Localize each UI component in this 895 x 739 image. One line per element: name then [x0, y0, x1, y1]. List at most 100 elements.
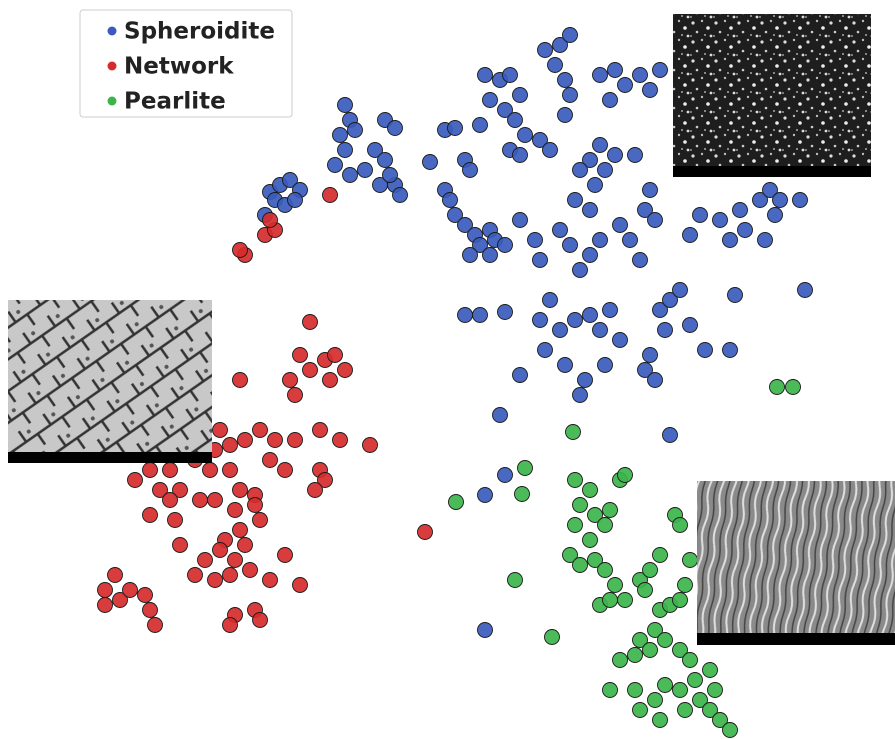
point [278, 548, 293, 563]
point [583, 308, 598, 323]
point [378, 153, 393, 168]
point [548, 58, 563, 73]
point [573, 388, 588, 403]
point [648, 213, 663, 228]
point [528, 233, 543, 248]
point [443, 193, 458, 208]
point [213, 423, 228, 438]
point [768, 208, 783, 223]
point [573, 498, 588, 513]
point [508, 573, 523, 588]
point [653, 63, 668, 78]
point [683, 228, 698, 243]
point [363, 438, 378, 453]
point [223, 568, 238, 583]
point [568, 193, 583, 208]
point [253, 513, 268, 528]
point [723, 343, 738, 358]
point [673, 283, 688, 298]
micrograph-spheroidite [673, 14, 871, 177]
point [553, 223, 568, 238]
point [533, 313, 548, 328]
point [533, 253, 548, 268]
point [498, 238, 513, 253]
point [423, 155, 438, 170]
point [628, 148, 643, 163]
point [573, 263, 588, 278]
point [653, 548, 668, 563]
point [723, 723, 738, 738]
point [278, 463, 293, 478]
legend-label: Pearlite [124, 89, 226, 115]
point [128, 473, 143, 488]
point [288, 388, 303, 403]
point [123, 583, 138, 598]
point [608, 148, 623, 163]
point [583, 203, 598, 218]
point [786, 380, 801, 395]
point [543, 143, 558, 158]
point [478, 488, 493, 503]
point [688, 673, 703, 688]
point [383, 168, 398, 183]
legend-label: Network [124, 54, 234, 80]
point [228, 553, 243, 568]
point [263, 213, 278, 228]
point [188, 568, 203, 583]
point [643, 83, 658, 98]
point [473, 118, 488, 133]
point [513, 368, 528, 383]
point [458, 308, 473, 323]
point [393, 188, 408, 203]
point [173, 538, 188, 553]
point [478, 68, 493, 83]
chart: Spheroidite Network Pearlite [0, 0, 895, 739]
point [513, 88, 528, 103]
point [328, 158, 343, 173]
point [263, 573, 278, 588]
point [693, 208, 708, 223]
point [498, 468, 513, 483]
point [683, 553, 698, 568]
micrograph-network [8, 300, 212, 463]
point [728, 288, 743, 303]
point [283, 373, 298, 388]
point [483, 93, 498, 108]
point [598, 563, 613, 578]
point [558, 358, 573, 373]
point [478, 623, 493, 638]
point [578, 373, 593, 388]
point [538, 343, 553, 358]
point [773, 193, 788, 208]
point [698, 343, 713, 358]
legend-marker [108, 27, 117, 36]
point [418, 525, 433, 540]
legend-label: Spheroidite [124, 19, 275, 45]
point [553, 323, 568, 338]
point [233, 373, 248, 388]
point [323, 188, 338, 203]
point [618, 593, 633, 608]
point [238, 538, 253, 553]
point [223, 463, 238, 478]
point [658, 633, 673, 648]
point [798, 283, 813, 298]
point [583, 248, 598, 263]
point [228, 503, 243, 518]
point [303, 363, 318, 378]
point [628, 683, 643, 698]
point [633, 68, 648, 83]
point [513, 148, 528, 163]
point [213, 543, 228, 558]
point [203, 463, 218, 478]
point [673, 593, 688, 608]
point [233, 523, 248, 538]
point [563, 28, 578, 43]
point [583, 483, 598, 498]
point [613, 218, 628, 233]
point [293, 348, 308, 363]
point [588, 178, 603, 193]
point [168, 513, 183, 528]
point [648, 693, 663, 708]
point [208, 573, 223, 588]
